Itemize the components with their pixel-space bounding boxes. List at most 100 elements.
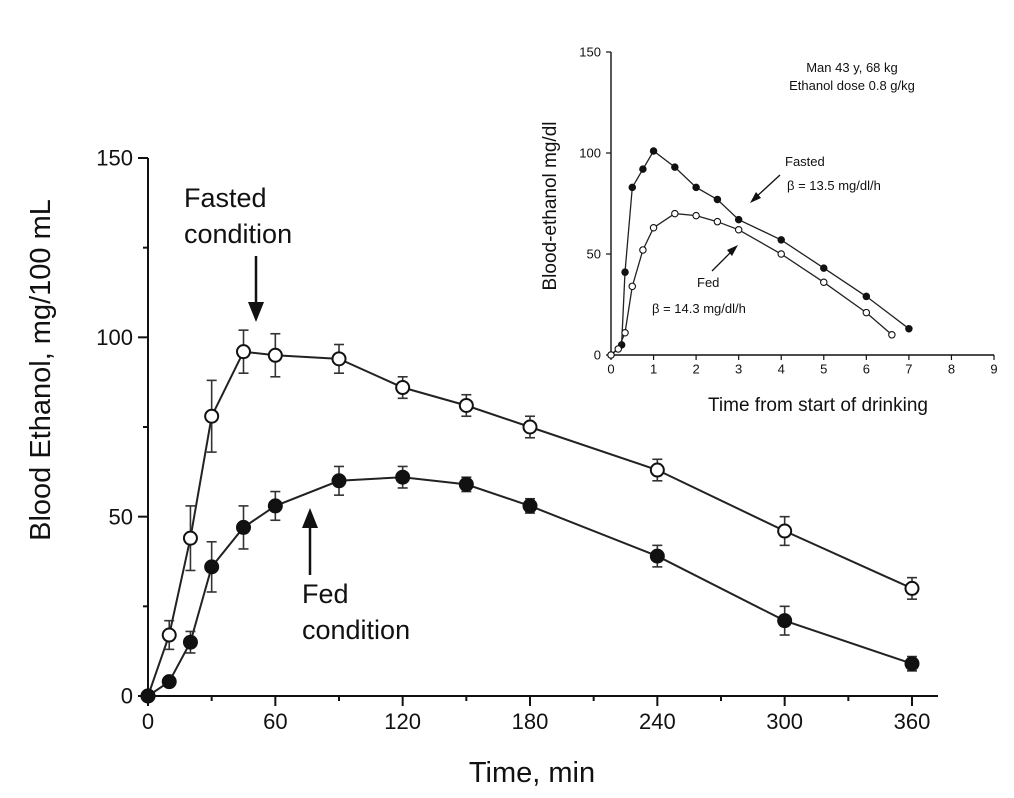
main-point-filled	[140, 688, 156, 704]
inset-point-filled	[862, 292, 871, 301]
main-point-filled	[522, 498, 538, 514]
fasted-annotation-arrow	[248, 256, 264, 322]
inset-fasted-label: Fasted	[785, 154, 825, 169]
inset-info-line-2: Ethanol dose 0.8 g/kg	[789, 78, 915, 93]
main-point-filled	[395, 469, 411, 485]
inset-point-open	[888, 331, 896, 339]
main-point-filled	[161, 674, 177, 690]
inset-x-tick-label: 7	[905, 362, 912, 377]
inset-point-open	[639, 246, 647, 254]
inset-x-tick-label: 5	[820, 362, 827, 377]
inset-y-tick-label: 0	[594, 348, 601, 363]
main-point-open	[204, 408, 220, 424]
inset-x-tick-label: 4	[778, 362, 785, 377]
inset-point-filled	[639, 165, 647, 173]
fasted-annotation-line-1: Fasted	[184, 183, 267, 213]
main-point-open	[267, 347, 283, 363]
inset-fed-annotation: Fed β = 14.3 mg/dl/h	[652, 245, 746, 316]
main-x-tick-label: 60	[263, 709, 287, 734]
inset-point-open	[820, 278, 828, 287]
fed-condition-annotation: Fed condition	[302, 508, 410, 645]
inset-x-tick-label: 9	[990, 362, 997, 377]
main-point-filled	[777, 613, 793, 629]
fed-annotation-line-2: condition	[302, 615, 410, 645]
fed-annotation-arrow	[302, 508, 318, 575]
inset-point-filled	[671, 163, 679, 171]
main-x-tick-label: 180	[512, 709, 549, 734]
main-series-group	[140, 329, 920, 704]
inset-point-filled	[649, 147, 658, 155]
main-point-open	[522, 419, 538, 435]
inset-fasted-annotation: Fasted β = 13.5 mg/dl/h	[750, 154, 881, 203]
main-point-open	[395, 380, 411, 396]
inset-series-line-open	[610, 212, 893, 356]
main-point-open	[458, 397, 474, 413]
inset-point-open	[607, 351, 615, 359]
inset-fasted-arrow	[750, 174, 781, 203]
inset-y-tick-label: 100	[579, 146, 601, 161]
inset-series-group	[607, 147, 913, 359]
main-y-tick-label: 100	[96, 325, 133, 350]
main-x-tick-label: 0	[142, 709, 154, 734]
inset-point-open	[862, 308, 871, 317]
inset-point-filled	[628, 183, 637, 192]
main-point-open	[236, 344, 251, 360]
inset-fed-label: Fed	[697, 275, 719, 290]
main-point-filled	[267, 498, 283, 514]
main-point-open	[182, 530, 198, 546]
inset-fed-beta: β = 14.3 mg/dl/h	[652, 301, 746, 316]
main-point-open	[649, 462, 665, 478]
inset-point-filled	[905, 324, 913, 333]
main-point-filled	[182, 634, 198, 650]
inset-point-filled	[692, 183, 700, 192]
main-x-axis-label: Time, min	[469, 757, 595, 789]
inset-point-open	[649, 223, 658, 232]
inset-point-open	[713, 217, 722, 226]
main-point-filled	[904, 656, 920, 672]
inset-series-open	[607, 209, 896, 359]
main-y-tick-label: 50	[109, 504, 133, 529]
inset-fasted-beta: β = 13.5 mg/dl/h	[787, 178, 881, 193]
inset-series-line-filled	[610, 150, 910, 356]
inset-axis-ticks: 0 50 100 150 0 1 2 3 4 5 6 7 8 9	[579, 45, 997, 377]
inset-x-tick-label: 3	[735, 362, 742, 377]
fed-annotation-line-1: Fed	[302, 579, 349, 609]
inset-y-axis-label: Blood-ethanol mg/dl	[540, 122, 561, 291]
main-point-open	[161, 627, 177, 643]
main-y-tick-label: 0	[121, 684, 133, 709]
inset-point-open	[614, 345, 622, 353]
fasted-condition-annotation: Fasted condition	[184, 183, 292, 322]
main-point-filled	[236, 519, 251, 535]
inset-point-filled	[713, 195, 722, 204]
main-point-open	[331, 351, 347, 367]
main-x-tick-label: 360	[894, 709, 931, 734]
fasted-annotation-line-2: condition	[184, 219, 292, 249]
main-point-filled	[204, 559, 220, 575]
main-y-tick-label: 150	[96, 146, 133, 171]
main-point-filled	[649, 548, 665, 564]
inset-x-tick-label: 6	[863, 362, 870, 377]
inset-point-filled	[820, 264, 828, 272]
main-point-filled	[458, 476, 474, 492]
inset-point-open	[671, 209, 679, 218]
inset-point-filled	[734, 215, 743, 224]
main-y-axis-label: Blood Ethanol, mg/100 mL	[25, 199, 57, 541]
inset-info-line-1: Man 43 y, 68 kg	[806, 60, 898, 75]
inset-point-open	[692, 211, 700, 220]
main-series-filled	[140, 465, 920, 704]
inset-x-tick-label: 2	[692, 362, 699, 377]
inset-point-open	[621, 329, 629, 337]
inset-point-open	[734, 226, 743, 234]
inset-point-filled	[621, 268, 629, 276]
inset-x-tick-label: 0	[607, 362, 614, 377]
inset-y-tick-label: 50	[587, 247, 601, 262]
main-x-tick-label: 120	[384, 709, 421, 734]
main-point-open	[904, 580, 920, 596]
inset-fed-arrow	[711, 245, 738, 272]
main-x-tick-label: 240	[639, 709, 676, 734]
inset-x-tick-label: 1	[650, 362, 657, 377]
inset-x-axis-label: Time from start of drinking	[708, 395, 928, 416]
